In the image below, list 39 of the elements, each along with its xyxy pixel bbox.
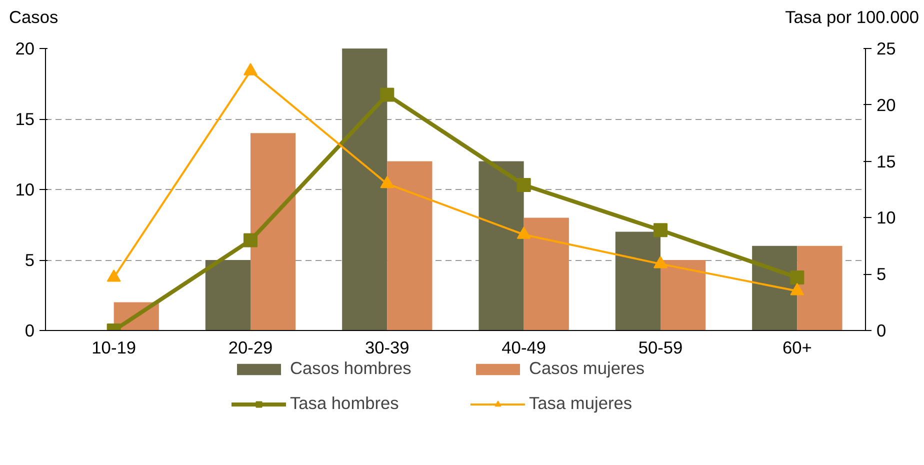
y2-tick-label: 15	[876, 151, 896, 172]
legend-label: Casos mujeres	[529, 358, 646, 379]
bar	[205, 260, 250, 330]
point	[106, 269, 121, 282]
x-tick-label: 50-59	[638, 338, 683, 358]
y-tick-label: 10	[15, 180, 35, 200]
point	[654, 256, 668, 268]
legend-label: Tasa mujeres	[529, 393, 634, 414]
legend-label: Tasa hombres	[290, 393, 400, 414]
y2-tick-label: 25	[876, 38, 896, 58]
x-tick-label: 60+	[782, 338, 812, 358]
x-tick-label: 30-39	[365, 338, 410, 358]
bar	[797, 246, 842, 330]
bar	[342, 48, 388, 330]
y-axis-title: Casos	[9, 6, 58, 29]
bar	[478, 161, 524, 330]
point	[790, 283, 804, 296]
bar	[615, 232, 660, 330]
point	[516, 178, 531, 192]
bar	[524, 218, 569, 330]
legend-label: Casos hombres	[290, 358, 412, 379]
x-tick-label: 20-29	[228, 338, 273, 358]
y2-tick-label: 20	[876, 94, 896, 115]
bar	[387, 161, 432, 330]
y-tick-label: 0	[24, 320, 35, 340]
bar	[250, 133, 296, 330]
x-tick-label: 10-19	[92, 338, 136, 358]
point	[380, 88, 394, 102]
y2-tick-label: 0	[876, 320, 886, 340]
y-tick-label: 15	[15, 109, 35, 129]
y2-tick-label: 10	[876, 208, 896, 228]
y2-axis-title: Tasa por 100.000	[785, 6, 919, 29]
y2-tick-label: 5	[876, 264, 886, 284]
y-tick-label: 5	[24, 250, 35, 270]
point	[380, 176, 394, 188]
point	[516, 226, 531, 239]
bar	[660, 260, 706, 330]
y-tick-label: 20	[15, 38, 35, 58]
x-tick-label: 40-49	[502, 338, 546, 358]
